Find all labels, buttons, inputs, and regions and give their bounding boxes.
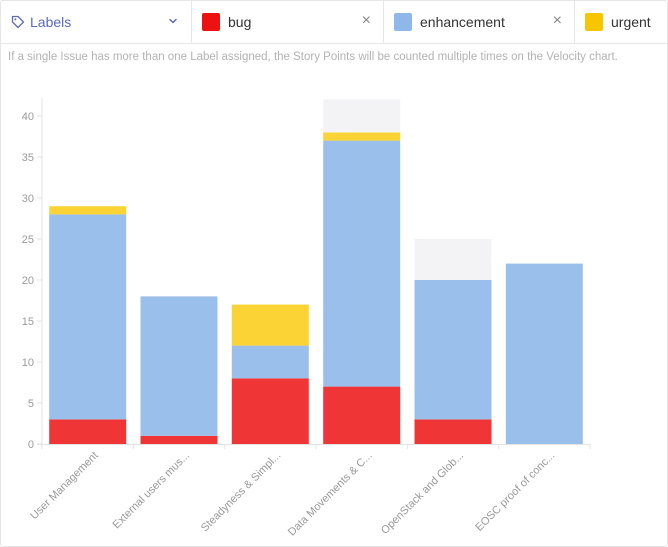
bar-segment-bug — [231, 378, 309, 444]
y-tick-label: 15 — [22, 316, 34, 328]
chevron-down-icon[interactable] — [167, 15, 179, 27]
bar-segment-enhancement — [323, 140, 401, 387]
y-tick-label: 5 — [28, 398, 34, 410]
x-category-label: User Management — [28, 450, 100, 522]
labels-dropdown[interactable]: Labels — [1, 1, 192, 43]
bar-segment-enhancement — [49, 214, 127, 420]
y-tick-label: 25 — [22, 234, 34, 246]
bar-segment-enhancement — [414, 280, 492, 420]
multi-label-note: If a single Issue has more than one Labe… — [8, 51, 618, 63]
label-chip-urgent-text: urgent — [611, 14, 651, 30]
label-chip-bug-text: bug — [228, 14, 252, 30]
bar-segment-urgent — [49, 206, 127, 215]
x-category-label: OpenStack and Glob... — [379, 450, 466, 537]
y-tick-label: 35 — [22, 152, 34, 164]
y-tick-label: 10 — [22, 357, 34, 369]
bug-color-swatch — [202, 13, 220, 31]
y-tick-label: 30 — [22, 193, 34, 205]
label-chip-urgent[interactable]: urgent — [575, 1, 667, 43]
bar-segment-bug — [140, 435, 218, 444]
bar-segment-enhancement — [231, 345, 309, 379]
bar-segment-remainder — [323, 99, 401, 133]
close-icon[interactable]: × — [361, 12, 371, 29]
urgent-color-swatch — [585, 13, 603, 31]
bar-segment-enhancement — [140, 296, 218, 436]
label-chip-enhancement[interactable]: enhancement × — [384, 1, 575, 43]
x-category-label: EOSC proof of conc... — [473, 450, 557, 534]
bar-segment-remainder — [414, 239, 492, 280]
label-chip-enhancement-text: enhancement — [420, 14, 505, 30]
bar-segment-bug — [414, 419, 492, 444]
bar-segment-bug — [49, 419, 127, 444]
x-category-label: External users mus... — [111, 450, 193, 532]
close-icon[interactable]: × — [552, 12, 562, 29]
bar-segment-bug — [323, 386, 401, 444]
y-tick-label: 40 — [22, 111, 34, 123]
enhancement-color-swatch — [394, 13, 412, 31]
x-category-label: Steadyness & Simpl... — [199, 450, 284, 535]
labels-dropdown-label: Labels — [30, 14, 72, 30]
bar-segment-urgent — [231, 304, 309, 346]
bar-segment-enhancement — [505, 263, 583, 444]
label-chip-bug[interactable]: bug × — [192, 1, 384, 43]
x-category-label: Data Movements & C... — [286, 450, 375, 539]
tag-icon — [11, 15, 25, 29]
y-tick-label: 0 — [28, 439, 34, 451]
bar-segment-urgent — [323, 132, 401, 141]
label-filter-bar: Labels bug × enhancement × urgent — [1, 1, 667, 44]
y-tick-label: 20 — [22, 275, 34, 287]
